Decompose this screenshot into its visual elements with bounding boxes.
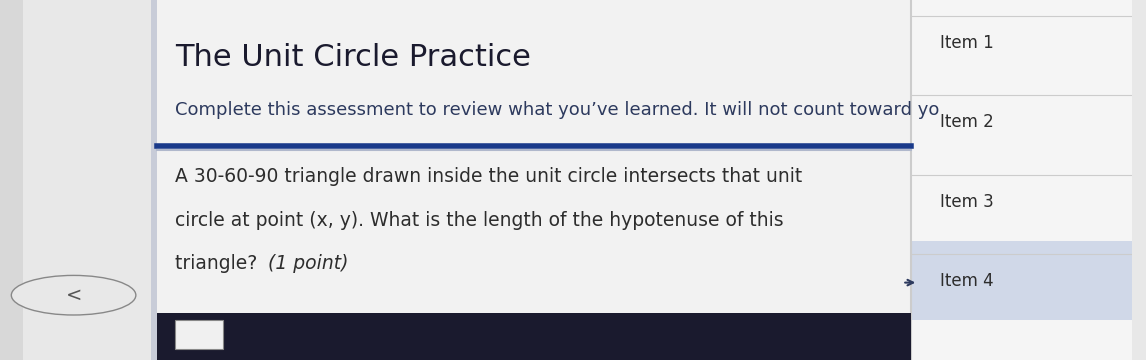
Text: <: < xyxy=(65,286,81,305)
FancyBboxPatch shape xyxy=(157,313,911,360)
FancyBboxPatch shape xyxy=(175,320,223,349)
Text: The Unit Circle Practice: The Unit Circle Practice xyxy=(175,43,532,72)
Text: Item 2: Item 2 xyxy=(940,113,994,131)
FancyBboxPatch shape xyxy=(911,0,1132,360)
Circle shape xyxy=(11,275,136,315)
Text: Item 3: Item 3 xyxy=(940,193,994,211)
Text: A 30-60-90 triangle drawn inside the unit circle intersects that unit: A 30-60-90 triangle drawn inside the uni… xyxy=(175,167,802,186)
Text: Item 4: Item 4 xyxy=(940,272,994,290)
Text: triangle?: triangle? xyxy=(175,254,269,273)
Text: Item 1: Item 1 xyxy=(940,34,994,52)
Text: Complete this assessment to review what you’ve learned. It will not count toward: Complete this assessment to review what … xyxy=(175,101,940,119)
Text: (1 point): (1 point) xyxy=(268,254,348,273)
Text: circle at point (x, y). What is the length of the hypotenuse of this: circle at point (x, y). What is the leng… xyxy=(175,211,784,230)
FancyBboxPatch shape xyxy=(911,241,1132,320)
FancyBboxPatch shape xyxy=(157,0,911,360)
FancyBboxPatch shape xyxy=(0,0,23,360)
FancyBboxPatch shape xyxy=(150,0,157,360)
